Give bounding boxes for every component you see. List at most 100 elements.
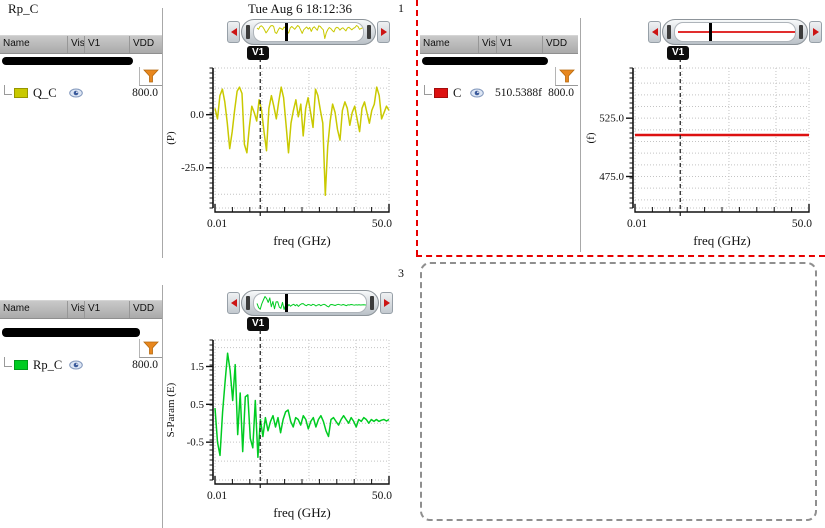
visibility-eye-icon[interactable]	[69, 360, 83, 370]
slider-cursor[interactable]	[708, 23, 712, 41]
right-triangle-icon	[812, 28, 819, 36]
plot-qc-vs-freq[interactable]: 0.0 -25.0 (P) 0.01 50.0 freq (GHz)	[163, 58, 403, 258]
slider-left-grip[interactable]	[667, 25, 671, 39]
slider-cursor[interactable]	[284, 23, 288, 41]
plot-timestamp: Tue Aug 6 18:12:36	[248, 1, 352, 16]
svg-text:0.5: 0.5	[190, 399, 204, 411]
visibility-eye-icon[interactable]	[69, 88, 83, 98]
svg-text:freq (GHz): freq (GHz)	[273, 505, 330, 520]
slider-left-arrow-button[interactable]	[227, 292, 240, 314]
slider-capsule[interactable]	[662, 19, 808, 45]
cursor-v1-badge[interactable]: V1	[247, 317, 270, 331]
trace-row[interactable]: Rp_C 800.0	[0, 357, 162, 373]
column-header-name[interactable]: Name	[0, 36, 68, 53]
svg-text:0.01: 0.01	[207, 218, 227, 230]
column-header-vdd[interactable]: VDD	[546, 38, 568, 49]
slider-track[interactable]	[674, 22, 796, 42]
svg-text:0.0: 0.0	[190, 109, 204, 121]
slider-mini-trace	[256, 25, 363, 39]
tree-branch-icon	[4, 85, 12, 95]
slider-capsule[interactable]	[241, 290, 379, 316]
cursor-v1-badge[interactable]: V1	[247, 46, 270, 60]
slider-mini-trace	[678, 31, 795, 33]
slider-right-arrow-button[interactable]	[380, 292, 393, 314]
svg-text:S-Param (E): S-Param (E)	[165, 382, 177, 437]
selected-trace-bar[interactable]	[2, 328, 140, 337]
svg-text:-0.5: -0.5	[187, 437, 205, 449]
column-header-vis[interactable]: Vis	[68, 36, 85, 53]
slider-left-arrow-button[interactable]	[648, 21, 661, 43]
x-range-slider[interactable]	[227, 290, 393, 316]
x-range-slider[interactable]	[648, 19, 822, 45]
svg-text:(P): (P)	[165, 131, 177, 145]
svg-text:475.0: 475.0	[599, 171, 624, 183]
slider-left-grip[interactable]	[246, 296, 250, 310]
right-triangle-icon	[380, 28, 387, 36]
column-header-name[interactable]: Name	[0, 301, 68, 318]
column-header-v1[interactable]: V1	[85, 36, 130, 53]
slider-track[interactable]	[253, 293, 367, 313]
x-range-slider[interactable]	[227, 19, 390, 45]
filter-button[interactable]	[139, 339, 162, 358]
plot-c-vs-freq[interactable]: 525.0 475.0 (f) 0.01 50.0 freq (GHz)	[583, 58, 823, 258]
trace-table-header[interactable]: Name Vis V1 VDD	[420, 35, 578, 54]
filter-button[interactable]	[139, 67, 162, 86]
selected-trace-bar[interactable]	[2, 57, 133, 65]
slider-right-arrow-button[interactable]	[377, 21, 390, 43]
filter-funnel-icon	[143, 69, 159, 83]
column-header-vis[interactable]: Vis	[68, 301, 85, 318]
slider-capsule[interactable]	[241, 19, 376, 45]
slider-left-arrow-button[interactable]	[227, 21, 240, 43]
column-header-v1[interactable]: V1	[85, 301, 130, 318]
trace-vdd-value: 800.0	[132, 87, 158, 99]
svg-text:freq (GHz): freq (GHz)	[693, 233, 750, 248]
table-plot-splitter[interactable]	[162, 8, 163, 258]
filter-funnel-icon	[143, 341, 159, 355]
trace-v1-value: 510.5388f	[495, 87, 542, 99]
slider-right-grip[interactable]	[799, 25, 803, 39]
trace-table-header[interactable]: Name Vis V1 VDD	[0, 35, 162, 54]
slider-right-grip[interactable]	[370, 296, 374, 310]
selected-subwindow-border-vertical	[416, 0, 418, 256]
empty-subwindow-drop-target[interactable]	[420, 262, 817, 521]
filter-funnel-icon	[559, 69, 575, 83]
trace-table-header[interactable]: Name Vis V1 VDD	[0, 300, 162, 319]
svg-text:1.5: 1.5	[190, 361, 204, 373]
left-triangle-icon	[651, 28, 658, 36]
visibility-eye-icon[interactable]	[470, 88, 484, 98]
slider-track[interactable]	[253, 22, 364, 42]
slider-right-arrow-button[interactable]	[809, 21, 822, 43]
svg-text:50.0: 50.0	[372, 490, 392, 502]
trace-color-swatch[interactable]	[434, 88, 448, 98]
cursor-v1-badge[interactable]: V1	[667, 46, 690, 60]
selected-trace-bar[interactable]	[422, 57, 548, 65]
slider-left-grip[interactable]	[246, 25, 250, 39]
svg-text:50.0: 50.0	[372, 218, 392, 230]
slider-cursor[interactable]	[285, 294, 289, 312]
trace-vdd-value: 800.0	[132, 359, 158, 371]
trace-color-swatch[interactable]	[14, 360, 28, 370]
slider-right-grip[interactable]	[367, 25, 371, 39]
svg-text:0.01: 0.01	[207, 490, 227, 502]
column-header-vdd[interactable]: VDD	[133, 38, 155, 49]
trace-color-swatch[interactable]	[14, 88, 28, 98]
table-plot-splitter[interactable]	[162, 285, 163, 528]
subwindow-number-1: 1	[398, 1, 404, 15]
column-header-vis[interactable]: Vis	[479, 36, 497, 53]
filter-button[interactable]	[555, 67, 578, 86]
plot-rpc-vs-freq[interactable]: 1.5 0.5 -0.5 S-Param (E) 0.01 50.0 freq (GHz)	[163, 330, 403, 528]
trace-row[interactable]: C 510.5388f 800.0	[420, 85, 578, 101]
svg-text:50.0: 50.0	[792, 218, 812, 230]
trace-table: Name Vis V1 VDD	[0, 300, 162, 319]
column-header-name[interactable]: Name	[420, 36, 479, 53]
trace-name[interactable]: Rp_C	[33, 357, 63, 372]
trace-row[interactable]: Q_C 800.0	[0, 85, 162, 101]
trace-name[interactable]: C	[453, 85, 462, 100]
tree-branch-icon	[424, 85, 432, 95]
table-plot-splitter[interactable]	[580, 18, 581, 252]
trace-name[interactable]: Q_C	[33, 85, 57, 100]
column-header-vdd[interactable]: VDD	[133, 303, 155, 314]
svg-text:0.01: 0.01	[627, 218, 647, 230]
selected-subwindow-border-horizontal	[416, 255, 825, 257]
column-header-v1[interactable]: V1	[497, 36, 543, 53]
